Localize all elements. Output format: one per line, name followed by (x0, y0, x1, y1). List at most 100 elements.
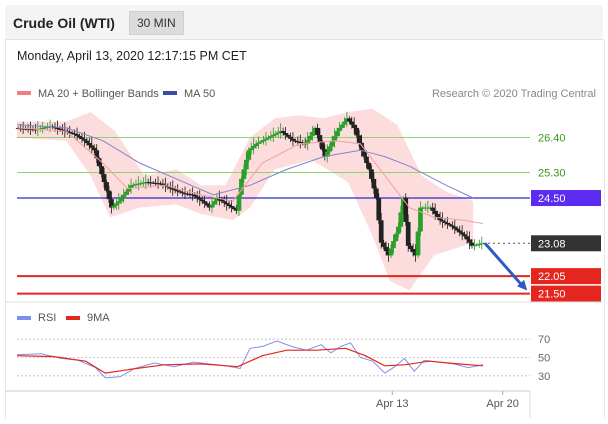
rsi-tick-label: 50 (538, 353, 550, 365)
candle-body (266, 137, 271, 139)
candle-body (123, 191, 129, 195)
level-label-last: 23.08 (538, 238, 566, 250)
candle-body (190, 194, 195, 196)
candle-body (388, 248, 394, 256)
candle-body (447, 224, 453, 226)
legend-swatch-rsi (17, 316, 31, 320)
candle-body (396, 226, 401, 234)
candle-body (23, 128, 28, 130)
candle-body (479, 243, 485, 245)
candle-body (246, 150, 252, 160)
candle-body (315, 127, 320, 136)
candle-body (187, 194, 193, 196)
candle-body (366, 162, 372, 170)
legend-swatch-ma20 (17, 91, 31, 95)
candle-body (30, 129, 36, 131)
candle-body (346, 118, 352, 122)
candle-body (454, 228, 460, 231)
candle-body (101, 174, 107, 183)
candle-body (418, 207, 423, 232)
candle-body (33, 129, 38, 131)
candle-body (356, 135, 362, 143)
candle-body (86, 143, 92, 146)
level-label-resistance: 25.30 (538, 168, 566, 180)
candle-body (79, 137, 85, 140)
level-label-pivot: 24.50 (538, 193, 566, 205)
candle-body (261, 140, 266, 142)
candle-body (369, 169, 374, 179)
candle-body (459, 232, 465, 235)
chart-frame (5, 39, 605, 419)
rsi-tick-label: 30 (538, 371, 550, 383)
candle-body (212, 201, 217, 205)
candle-body (430, 207, 436, 211)
candle-body (121, 194, 127, 199)
candle-body (204, 203, 210, 206)
level-label-box-support (531, 268, 601, 285)
legend-label-ma20: MA 20 + Bollinger Bands (38, 88, 159, 100)
candle-body (445, 222, 450, 225)
candle-body (60, 129, 65, 131)
candle-body (371, 178, 377, 189)
candle-body (290, 138, 296, 141)
candle-body (432, 210, 438, 214)
candle-body (305, 139, 310, 144)
candle-body (253, 143, 259, 146)
candle-body (109, 199, 114, 208)
candle-body (111, 205, 117, 208)
x-axis-tick-label: Apr 20 (486, 398, 518, 410)
candle-body (170, 188, 176, 190)
level-label-box-support (531, 285, 601, 302)
candle-body (464, 236, 470, 240)
candle-body (96, 158, 102, 167)
candle-body (442, 221, 448, 223)
candle-body (472, 245, 477, 247)
candle-body (158, 183, 163, 185)
candle-body (393, 233, 399, 242)
level-label-support: 21.50 (538, 289, 566, 301)
level-label-resistance: 26.40 (538, 132, 566, 144)
candle-body (413, 252, 418, 256)
candle-body (263, 138, 269, 141)
candle-body (180, 192, 185, 194)
candle-body (437, 217, 443, 221)
candle-body (449, 225, 455, 227)
candle-body (172, 189, 178, 191)
candle-body (106, 190, 112, 200)
candle-body (182, 193, 188, 195)
candle-body (231, 207, 237, 210)
candle-body (221, 201, 227, 203)
candle-body (295, 141, 301, 143)
candle-body (376, 198, 382, 221)
candle-body (410, 249, 416, 253)
candle-body (40, 127, 46, 129)
candle-body (373, 188, 379, 199)
candle-body (319, 142, 325, 150)
candle-body (91, 147, 97, 151)
candle-body (131, 184, 136, 186)
candle-body (312, 127, 318, 132)
candle-body (405, 221, 411, 246)
candle-body (423, 207, 428, 209)
candle-body (435, 213, 440, 218)
candle-body (160, 183, 166, 185)
instrument-title: Crude Oil (WTI) (13, 15, 115, 31)
rsi-line (16, 340, 484, 379)
candle-body (55, 127, 60, 129)
candle-body (243, 159, 249, 170)
candle-body (398, 212, 404, 227)
candle-body (280, 131, 286, 134)
candle-body (138, 183, 144, 185)
candle-body (202, 201, 207, 204)
candle-body (133, 184, 139, 186)
candle-body (344, 118, 350, 122)
candle-body (69, 132, 75, 134)
candle-body (383, 246, 389, 252)
timeframe-badge[interactable]: 30 MIN (129, 11, 184, 35)
candle-body (94, 150, 100, 159)
candle-body (378, 220, 384, 243)
candle-body (452, 226, 458, 229)
candle-body (334, 131, 340, 137)
candle-body (239, 178, 244, 195)
